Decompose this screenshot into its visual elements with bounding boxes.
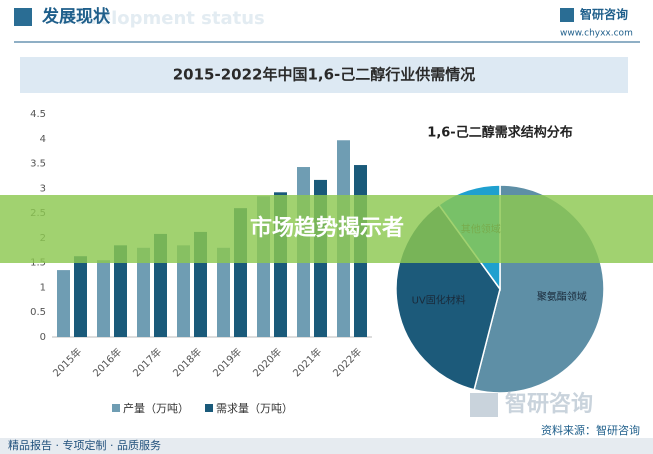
title-band [20,57,628,93]
y-tick-label: 0.5 [30,307,46,318]
bar [137,247,150,337]
banner-text: 市场趋势揭示者 [250,215,404,241]
logo: 智研咨询 [579,7,628,22]
legend-swatch [205,404,213,412]
bar-title: 2015-2022年中国1,6-己二醇行业供需情况 [173,66,476,84]
legend-swatch [112,404,120,412]
header-icon [14,8,32,26]
url: www.chyxx.com [560,29,633,39]
watermark-icon [470,393,498,417]
bar [74,256,87,337]
legend-label: 产量（万吨） [123,401,189,415]
source: 资料来源：智研咨询 [541,423,640,437]
bar [217,247,230,337]
footer-bar [0,438,653,454]
slice-label: 聚氨酯领域 [537,290,587,303]
pie-title: 1,6-己二醇需求结构分布 [427,125,572,141]
y-tick-label: 0 [40,332,46,343]
bar [177,245,190,337]
bar [114,245,127,337]
header-title: 发展现状 [41,6,111,27]
y-tick-label: 3 [40,183,46,194]
footer: 精品报告 · 专项定制 · 品质服务 [8,438,161,452]
banner [0,195,653,263]
slice-label: UV固化材料 [412,294,466,307]
legend-label: 需求量（万吨） [216,402,293,415]
watermark: 智研咨询 [505,391,593,417]
y-tick-label: 3.5 [30,159,46,170]
bar [57,270,70,337]
y-tick-label: 1 [40,282,46,293]
y-tick-label: 4.5 [30,109,46,120]
bar [97,260,110,337]
y-tick-label: 4 [40,134,46,145]
header-en: Development status [60,8,265,29]
logo-icon [560,8,574,22]
y-tick-label: 1.5 [30,258,46,269]
